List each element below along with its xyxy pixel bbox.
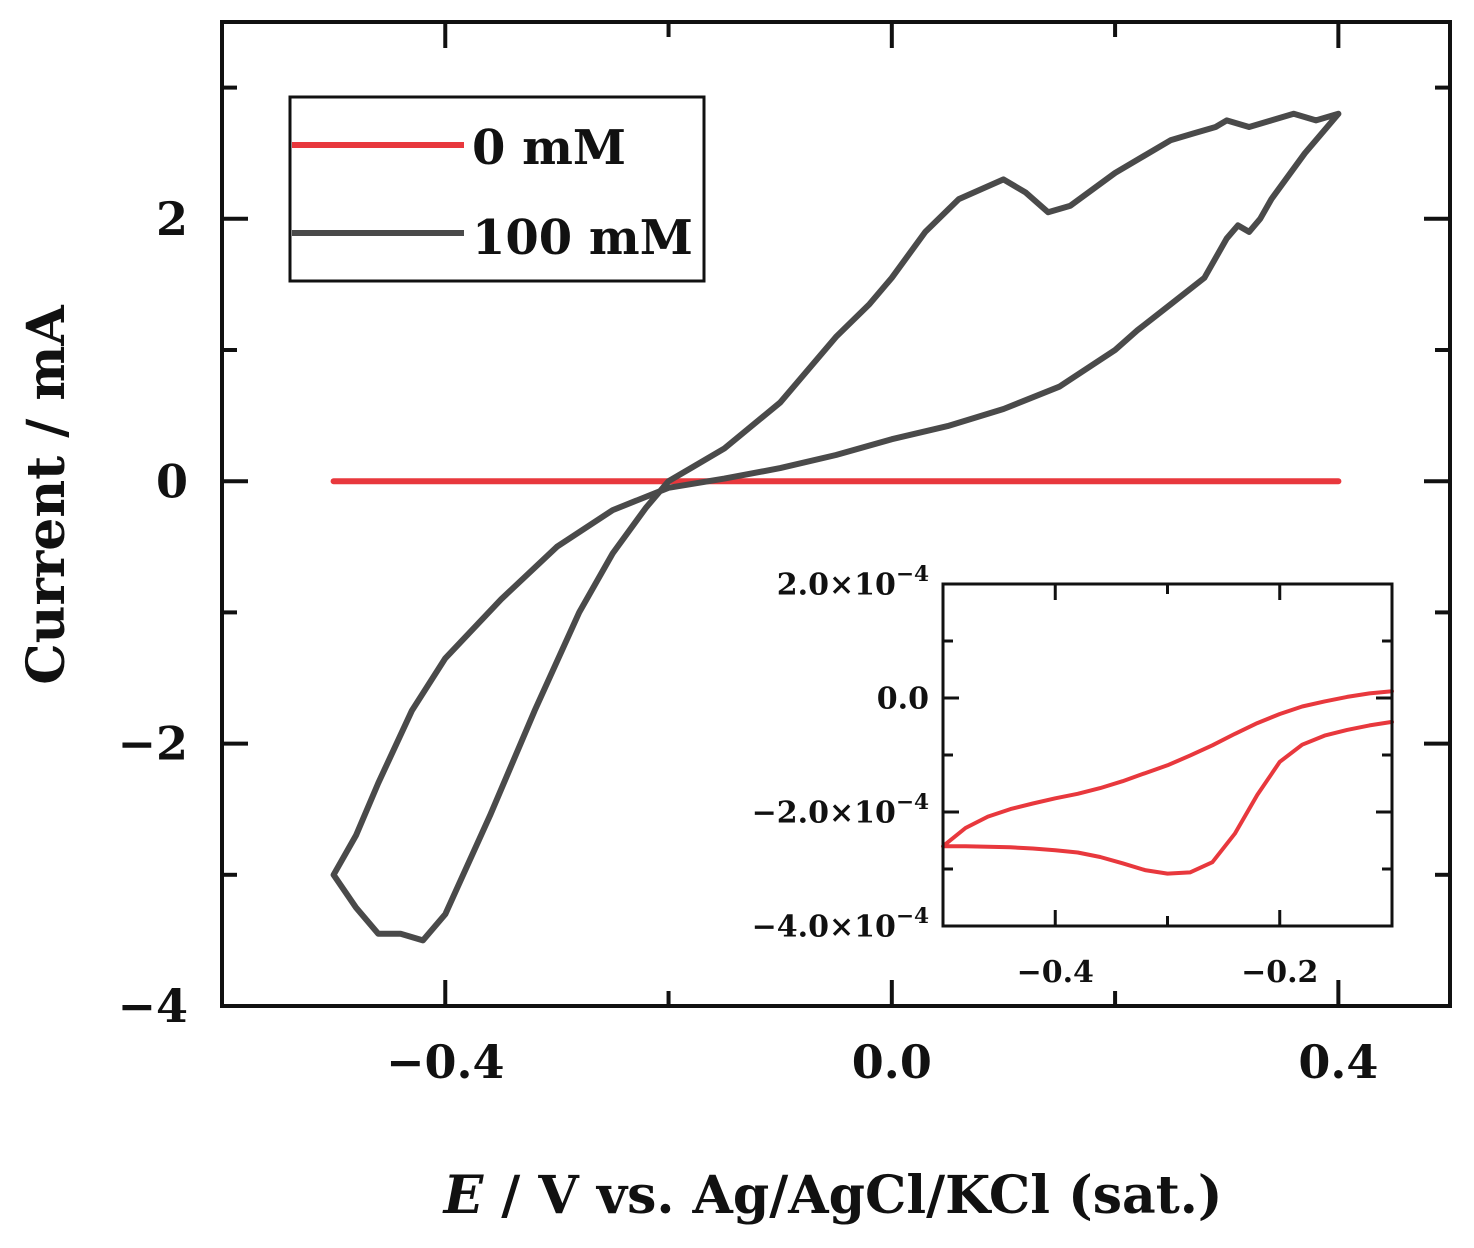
main-plot-frame bbox=[220, 20, 1452, 1008]
legend-box bbox=[288, 95, 706, 283]
x-axis-title: E / V vs. Ag/AgCl/KCl (sat.) bbox=[442, 1165, 1223, 1226]
inset-background bbox=[943, 584, 1392, 926]
legend: 0 mM 100 mM bbox=[288, 95, 706, 283]
main-y-tick-label-m2: −2 bbox=[117, 717, 188, 771]
main-x-tick-label-m0p4: −0.4 bbox=[386, 1035, 505, 1089]
inset-tick-layer: −0.4 −0.2 2.0×10−4 0.0 −2.0×10−4 −4.0×10−4 bbox=[752, 562, 1394, 990]
y-axis-title: Current / mA bbox=[16, 305, 77, 685]
main-y-tick-label-0: 0 bbox=[156, 454, 188, 508]
inset-x-tick-label-m0p4: −0.4 bbox=[1017, 955, 1094, 990]
inset-y-tick-label-0: 0.0 bbox=[877, 682, 929, 717]
legend-label-100mM: 100 mM bbox=[472, 210, 693, 266]
main-series-layer bbox=[330, 110, 1342, 944]
main-y-tick-label-m4: −4 bbox=[117, 979, 188, 1033]
main-y-tick-label-2: 2 bbox=[156, 192, 188, 246]
main-x-tick-label-0p4: 0.4 bbox=[1298, 1035, 1378, 1089]
x-axis-title-variable: E bbox=[442, 1165, 485, 1226]
legend-label-0mM: 0 mM bbox=[472, 120, 626, 176]
main-plot: −0.4 0.0 0.4 −4 −2 0 2 bbox=[117, 20, 1452, 1089]
main-series-line-100mm bbox=[330, 110, 1342, 944]
inset-y-tick-label-m0p0002: −2.0×10−4 bbox=[752, 790, 929, 831]
main-x-tick-label-0: 0.0 bbox=[852, 1035, 932, 1089]
inset-y-tick-label-0p0002: 2.0×10−4 bbox=[777, 562, 929, 603]
inset-plot: −0.4 −0.2 2.0×10−4 0.0 −2.0×10−4 −4.0×10−4 bbox=[752, 562, 1394, 990]
inset-y-tick-label-m0p0004: −4.0×10−4 bbox=[752, 904, 929, 945]
inset-x-tick-label-m0p2: −0.2 bbox=[1241, 955, 1318, 990]
x-axis-title-unit: / V vs. Ag/AgCl/KCl (sat.) bbox=[483, 1165, 1222, 1226]
main-tick-layer: −0.4 0.0 0.4 −4 −2 0 2 bbox=[117, 22, 1450, 1089]
